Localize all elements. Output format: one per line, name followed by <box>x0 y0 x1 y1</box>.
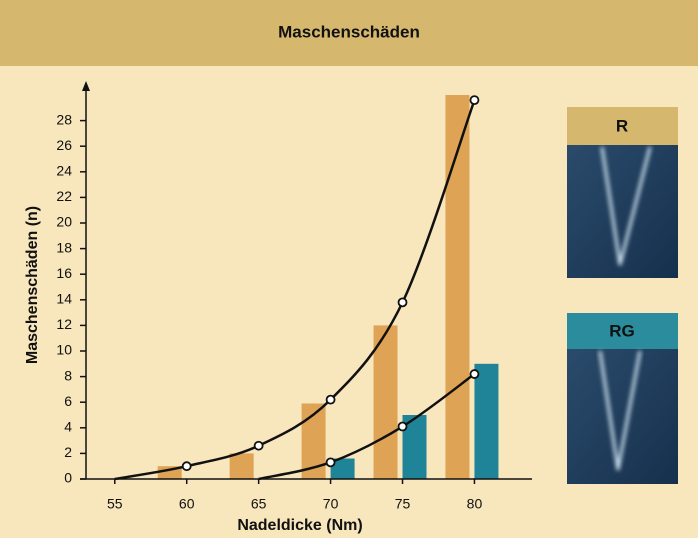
y-axis-label: Maschenschäden (n) <box>24 206 41 364</box>
x-tick-label: 75 <box>395 496 411 512</box>
point <box>327 458 335 466</box>
y-tick-label: 22 <box>56 188 72 204</box>
panel-image <box>567 349 678 484</box>
point <box>470 370 478 378</box>
bar <box>474 364 498 479</box>
bar <box>230 453 254 479</box>
chart-title: Maschenschäden <box>278 22 420 41</box>
panel-label: R <box>616 116 628 135</box>
y-tick-label: 14 <box>56 291 72 307</box>
y-tick-label: 10 <box>56 342 72 358</box>
x-tick-label: 60 <box>179 496 195 512</box>
y-tick-label: 6 <box>64 393 72 409</box>
y-tick-label: 4 <box>64 419 72 435</box>
point <box>399 423 407 431</box>
y-tick-label: 12 <box>56 316 72 332</box>
point <box>255 442 263 450</box>
x-tick-label: 80 <box>467 496 483 512</box>
y-tick-label: 2 <box>64 444 72 460</box>
y-tick-label: 28 <box>56 111 72 127</box>
panel-rg: RG <box>567 313 678 484</box>
y-tick-label: 24 <box>56 163 72 179</box>
panel-label: RG <box>609 321 635 340</box>
y-tick-label: 20 <box>56 214 72 230</box>
x-tick-label: 55 <box>107 496 123 512</box>
point <box>399 298 407 306</box>
y-tick-label: 18 <box>56 239 72 255</box>
point <box>183 462 191 470</box>
y-tick-label: 0 <box>64 470 72 486</box>
panel-r: R <box>567 107 678 278</box>
y-tick-label: 26 <box>56 137 72 153</box>
x-tick-label: 70 <box>323 496 339 512</box>
point <box>470 96 478 104</box>
y-tick-label: 8 <box>64 367 72 383</box>
y-tick-label: 16 <box>56 265 72 281</box>
x-tick-label: 65 <box>251 496 267 512</box>
point <box>327 396 335 404</box>
x-axis-label: Nadeldicke (Nm) <box>237 517 362 534</box>
chart: Maschenschäden Maschenschäden (n) Nadeld… <box>0 0 698 538</box>
